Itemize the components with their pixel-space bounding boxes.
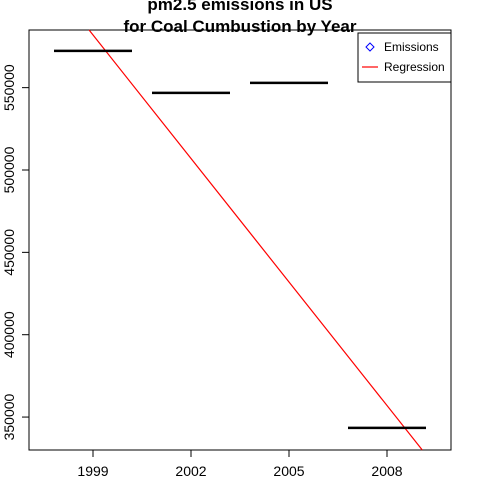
y-axis: 350000 400000 450000 500000 550000 xyxy=(1,64,29,440)
x-tick-label-2002: 2002 xyxy=(175,463,206,479)
legend-regression-label: Regression xyxy=(384,60,445,74)
y-tick-label-450000: 450000 xyxy=(1,229,17,276)
emission-marks xyxy=(54,49,426,430)
x-tick-label-2005: 2005 xyxy=(273,463,304,479)
x-tick-label-2008: 2008 xyxy=(371,463,402,479)
x-tick-label-1999: 1999 xyxy=(77,463,108,479)
regression-layer xyxy=(88,29,423,451)
legend-emissions-label: Emissions xyxy=(384,40,439,54)
chart-title-line-2: for Coal Cumbustion by Year xyxy=(123,17,356,36)
y-tick-label-500000: 500000 xyxy=(1,146,17,193)
y-tick-label-550000: 550000 xyxy=(1,64,17,111)
y-tick-label-350000: 350000 xyxy=(1,393,17,440)
regression-line xyxy=(88,29,423,451)
y-tick-label-400000: 400000 xyxy=(1,311,17,358)
x-axis: 1999 2002 2005 2008 xyxy=(77,450,403,479)
chart-title-line-1: pm2.5 emissions in US xyxy=(147,0,332,14)
legend-emissions-diamond-icon xyxy=(365,42,375,52)
legend: Emissions Regression xyxy=(357,32,452,83)
legend-box xyxy=(357,32,452,83)
plot-frame xyxy=(28,29,452,451)
